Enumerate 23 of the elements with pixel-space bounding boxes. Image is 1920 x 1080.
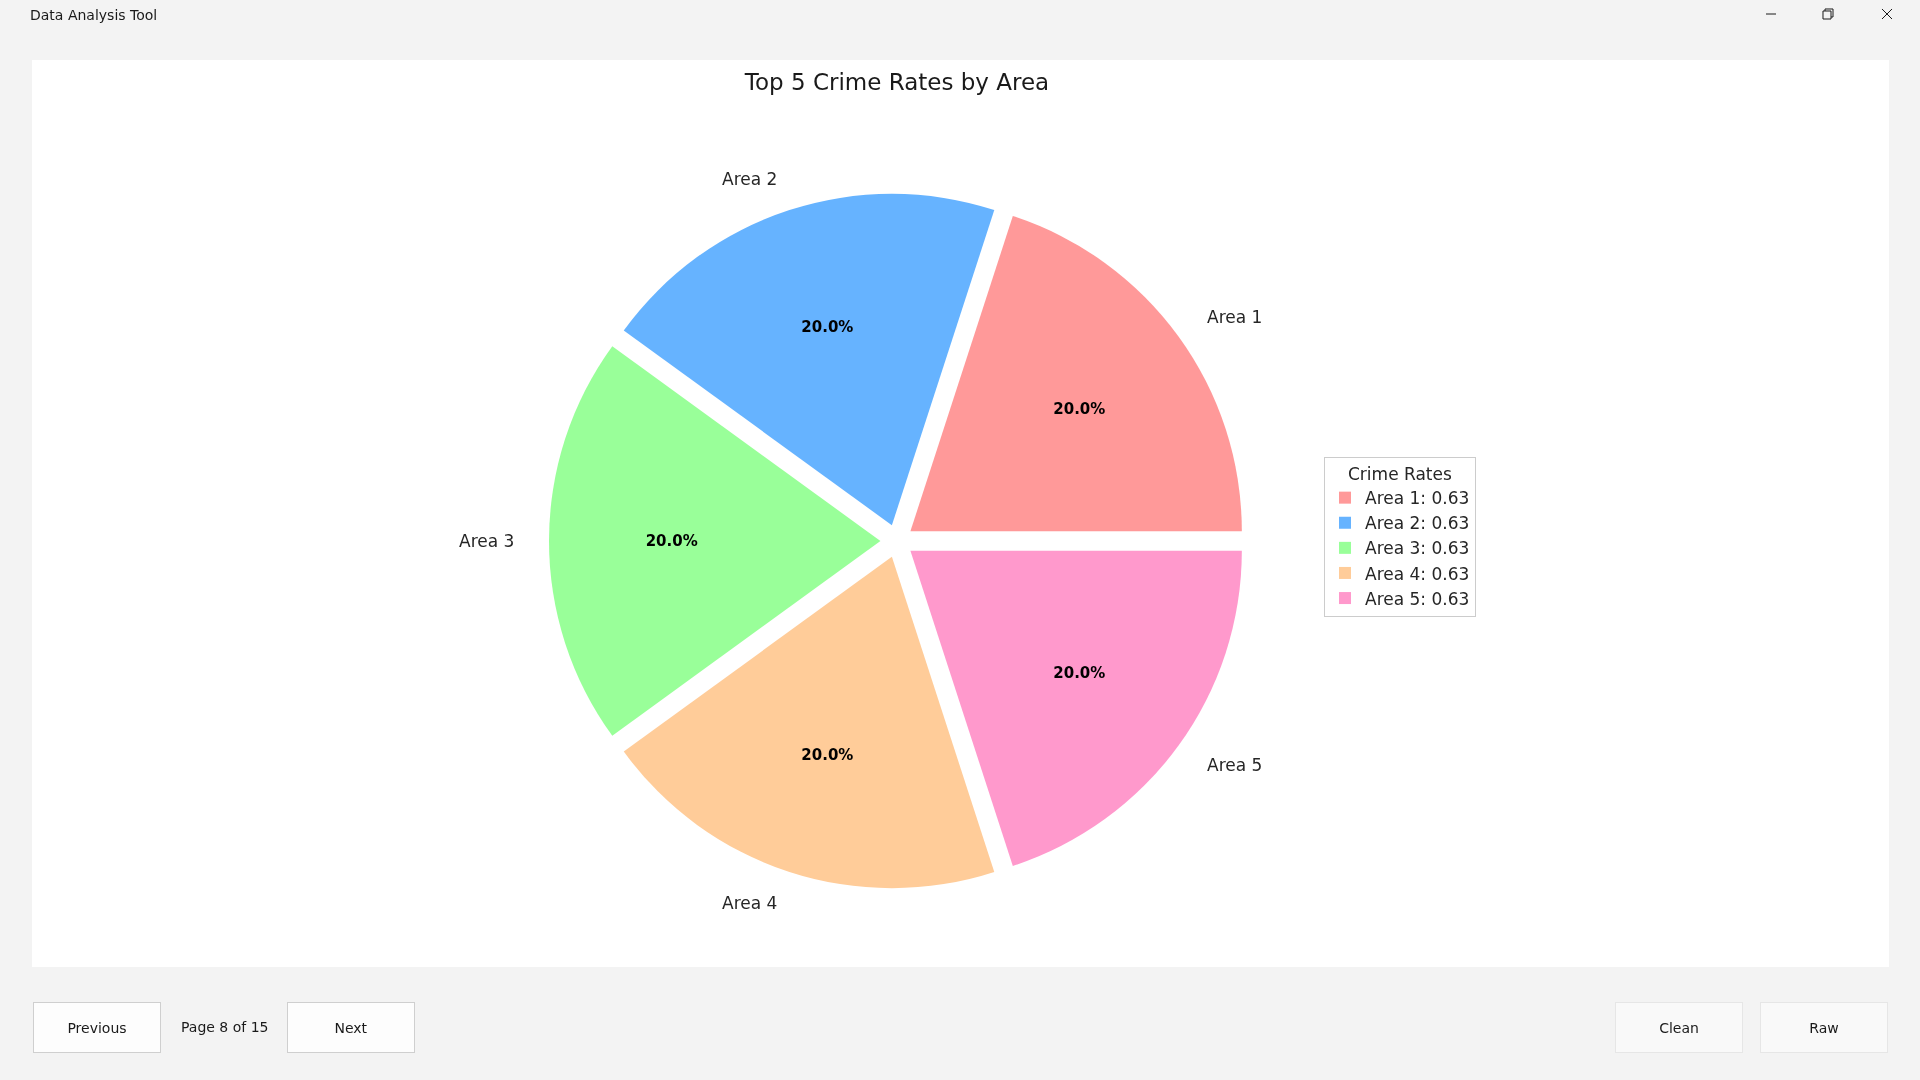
data-label: 20.0%: [1053, 664, 1106, 683]
data-label: 20.0%: [801, 317, 854, 336]
data-label: 20.0%: [1053, 399, 1106, 418]
button: Clean: [1615, 1002, 1743, 1053]
legend-label: Area 3: 0.63: [1365, 538, 1470, 559]
legend-label: Area 2: 0.63: [1365, 513, 1470, 534]
text: Data Analysis Tool: [30, 7, 158, 23]
text: Area 5: [1207, 755, 1263, 775]
data-label: 20.0%: [645, 532, 698, 550]
text: Area 3: [459, 531, 515, 551]
data-label: 20.0%: [801, 746, 854, 765]
legend-label: Area 5: 0.63: [1365, 588, 1470, 609]
legend-label: Area 4: 0.63: [1365, 563, 1470, 584]
legend-label: Area 1: 0.63: [1365, 488, 1470, 509]
button: Previous: [33, 1002, 161, 1053]
button: Raw: [1760, 1002, 1888, 1053]
text: Area 4: [722, 893, 778, 913]
legend-title: Crime Rates: [1348, 464, 1452, 485]
text: Area 2: [722, 169, 778, 189]
button: Next: [287, 1002, 415, 1053]
text: Page 8 of 15: [181, 1019, 269, 1035]
chart-title: Top 5 Crime Rates by Area: [743, 69, 1050, 96]
text: Area 1: [1207, 307, 1263, 327]
